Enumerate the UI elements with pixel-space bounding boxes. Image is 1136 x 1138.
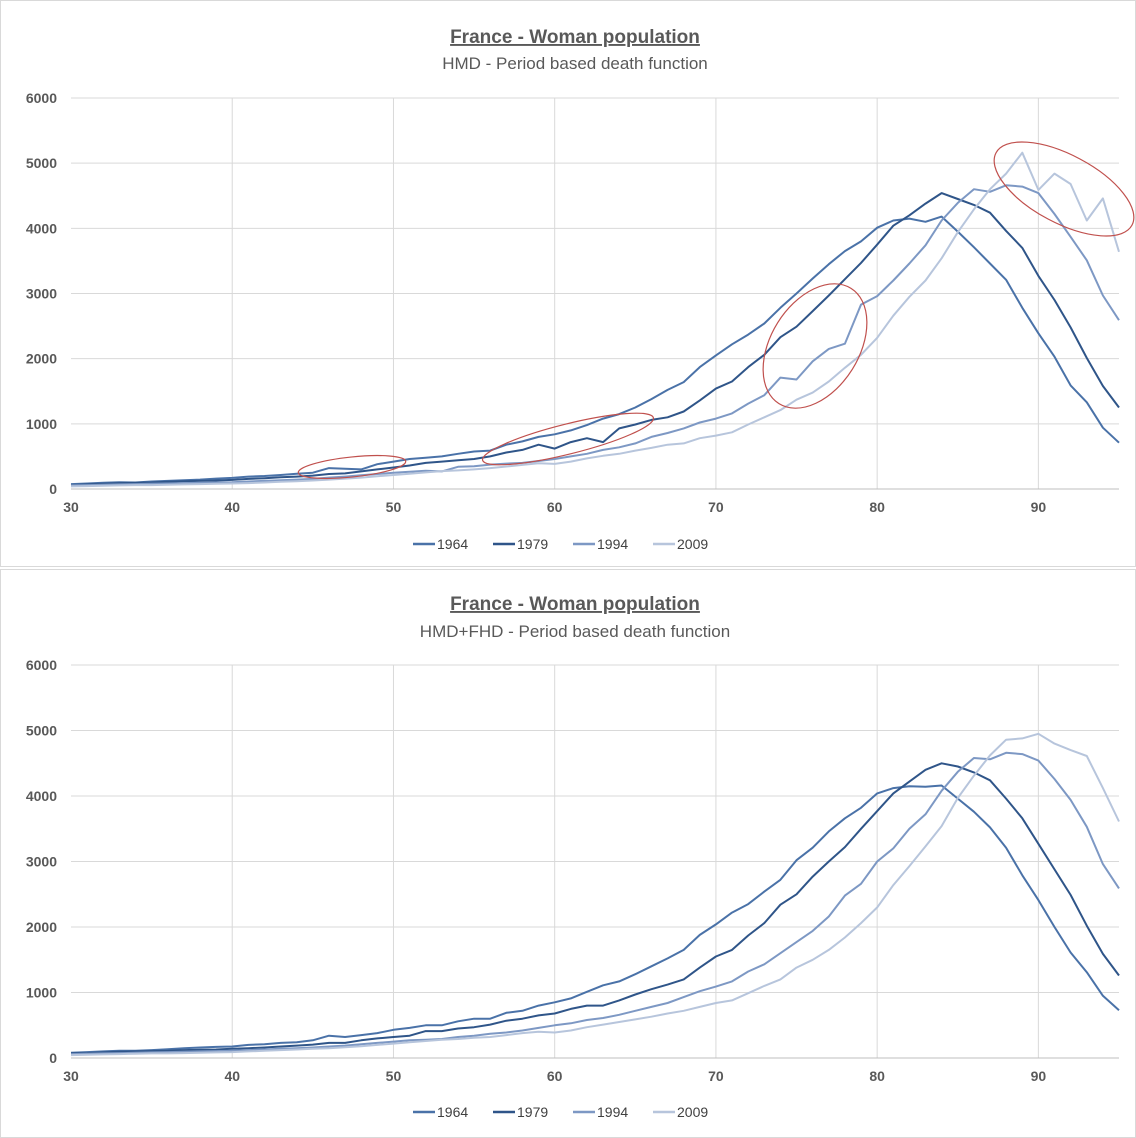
legend-label: 1964	[437, 536, 468, 552]
x-tick-label: 40	[224, 499, 240, 515]
chart-title: France - Woman population	[450, 594, 700, 615]
x-tick-label: 60	[547, 499, 563, 515]
y-tick-label: 6000	[26, 657, 57, 673]
legend-label: 1994	[597, 1104, 628, 1120]
legend-item-1994: 1994	[573, 536, 628, 552]
y-tick-label: 5000	[26, 155, 57, 171]
chart-subtitle: HMD - Period based death function	[442, 54, 708, 73]
y-tick-label: 4000	[26, 788, 57, 804]
chart-subtitle: HMD+FHD - Period based death function	[420, 622, 730, 641]
chart-title: France - Woman population	[450, 27, 700, 48]
y-tick-label: 0	[49, 481, 57, 497]
annotation-ellipse	[297, 454, 407, 480]
legend-label: 1979	[517, 536, 548, 552]
y-tick-label: 0	[49, 1050, 57, 1066]
series-line-1979	[70, 192, 1120, 487]
annotation-ellipse	[762, 283, 868, 409]
y-tick-label: 1000	[26, 416, 57, 432]
x-tick-label: 50	[386, 499, 402, 515]
legend-label: 1994	[597, 536, 628, 552]
x-tick-label: 30	[63, 1068, 79, 1084]
y-tick-label: 3000	[26, 854, 57, 870]
chart-hmd: France - Woman population HMD - Period b…	[26, 27, 1135, 552]
legend-label: 2009	[677, 1104, 708, 1120]
x-tick-label: 30	[63, 499, 79, 515]
x-tick-label: 60	[547, 1068, 563, 1084]
chart-panel-bottom: France - Woman population HMD+FHD - Peri…	[0, 569, 1136, 1138]
series-line-1964	[70, 784, 1120, 1054]
annotation-ellipse	[993, 141, 1135, 237]
legend-item-2009: 2009	[653, 1104, 708, 1120]
legend-item-1994: 1994	[573, 1104, 628, 1120]
x-tick-label: 80	[869, 499, 885, 515]
y-tick-label: 2000	[26, 351, 57, 367]
annotation-ellipse	[481, 412, 655, 466]
plot-area: 0 1000 2000 3000 4000 5000 6000 30 40 50 60 70 80 90 1…	[26, 657, 1120, 1120]
x-tick-label: 80	[869, 1068, 885, 1084]
x-tick-label: 70	[708, 499, 724, 515]
legend-item-1964: 1964	[413, 536, 468, 552]
legend-item-1979: 1979	[493, 536, 548, 552]
series-line-1994	[70, 751, 1120, 1056]
series-line-1994	[70, 184, 1120, 487]
legend-label: 1964	[437, 1104, 468, 1120]
series-line-1979	[70, 762, 1120, 1055]
legend-label: 2009	[677, 536, 708, 552]
plot-area: 0 1000 2000 3000 4000 5000 6000 30 40 50 60 70 80 90 1…	[26, 90, 1135, 552]
x-tick-label: 90	[1031, 499, 1047, 515]
x-tick-label: 40	[224, 1068, 240, 1084]
legend-item-2009: 2009	[653, 536, 708, 552]
y-tick-label: 5000	[26, 723, 57, 739]
x-tick-label: 90	[1031, 1068, 1047, 1084]
legend-item-1979: 1979	[493, 1104, 548, 1120]
legend-item-1964: 1964	[413, 1104, 468, 1120]
y-tick-label: 6000	[26, 90, 57, 106]
y-tick-label: 2000	[26, 919, 57, 935]
chart-hmd-fhd: France - Woman population HMD+FHD - Peri…	[26, 594, 1120, 1120]
y-tick-label: 3000	[26, 286, 57, 302]
y-tick-label: 1000	[26, 985, 57, 1001]
series-line-2009	[70, 732, 1120, 1057]
chart-panel-top: France - Woman population HMD - Period b…	[0, 0, 1136, 567]
x-tick-label: 50	[386, 1068, 402, 1084]
series-line-1964	[70, 215, 1120, 486]
x-tick-label: 70	[708, 1068, 724, 1084]
series-line-2009	[70, 151, 1120, 488]
legend-label: 1979	[517, 1104, 548, 1120]
y-tick-label: 4000	[26, 220, 57, 236]
